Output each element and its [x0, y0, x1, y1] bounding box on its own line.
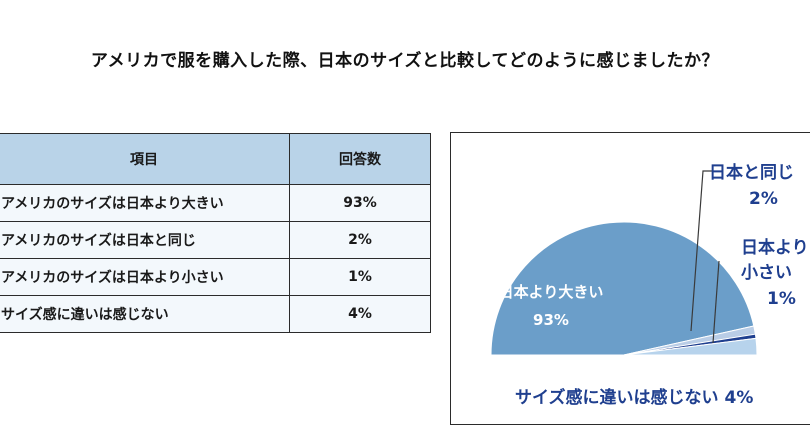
header-count: 回答数 — [289, 133, 431, 185]
slice-label-large-name: 日本より大きい — [499, 283, 604, 301]
row-item: アメリカのサイズは日本より大きい — [0, 184, 290, 222]
table-row: アメリカのサイズは日本より大きい 93% — [0, 184, 431, 222]
row-count: 93% — [289, 184, 431, 222]
table-row: サイズ感に違いは感じない 4% — [0, 295, 431, 333]
row-count: 2% — [289, 221, 431, 259]
leader-line-smaller — [712, 260, 720, 344]
slice-label-large-value: 93% — [533, 311, 569, 329]
table-row: アメリカのサイズは日本と同じ 2% — [0, 221, 431, 259]
chart-frame: 日本より大きい 93% 日本と同じ 2% 日本より 小さい 1% サイズ感に違い… — [450, 132, 810, 425]
row-item: アメリカのサイズは日本より小さい — [0, 258, 290, 296]
slice-label-none-value: 4% — [725, 388, 754, 408]
data-table: 項目 回答数 アメリカのサイズは日本より大きい 93% アメリカのサイズは日本と… — [0, 133, 431, 333]
slice-no-difference — [623, 337, 758, 356]
slice-label-small-name-2: 小さい — [741, 263, 792, 283]
slice-label-same-value: 2% — [749, 189, 778, 209]
row-count: 4% — [289, 295, 431, 333]
row-item: アメリカのサイズは日本と同じ — [0, 221, 290, 259]
table-header-row: 項目 回答数 — [0, 133, 431, 185]
slice-label-small-name-1: 日本より — [741, 237, 809, 258]
leader-line-same — [690, 170, 713, 332]
slice-label-none: サイズ感に違いは感じない 4% — [515, 387, 753, 408]
slice-label-same-name: 日本と同じ — [709, 162, 794, 183]
half-pie-chart: 日本より大きい 93% 日本と同じ 2% 日本より 小さい 1% サイズ感に違い… — [490, 162, 809, 408]
slice-label-none-name: サイズ感に違いは感じない — [515, 387, 719, 408]
table-row: アメリカのサイズは日本より小さい 1% — [0, 258, 431, 296]
chart-title: アメリカで服を購入した際、日本のサイズと比較してどのように感じましたか？ — [90, 51, 720, 71]
slice-label-small-value: 1% — [767, 289, 796, 309]
row-count: 1% — [289, 258, 431, 296]
slice-larger — [490, 221, 755, 356]
row-item: サイズ感に違いは感じない — [0, 295, 290, 333]
header-item: 項目 — [0, 133, 290, 185]
